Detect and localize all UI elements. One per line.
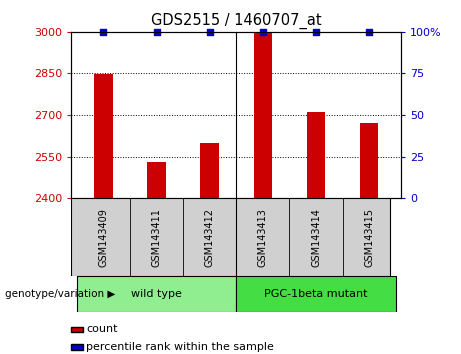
FancyBboxPatch shape: [71, 198, 390, 276]
Bar: [147, 162, 166, 198]
Text: wild type: wild type: [131, 289, 182, 299]
Point: [366, 29, 373, 35]
Text: count: count: [86, 324, 118, 334]
Text: genotype/variation ▶: genotype/variation ▶: [5, 289, 115, 299]
Text: GSM143412: GSM143412: [205, 208, 215, 267]
FancyBboxPatch shape: [77, 276, 236, 312]
Text: GSM143413: GSM143413: [258, 208, 268, 267]
Text: GSM143409: GSM143409: [98, 208, 108, 267]
Text: percentile rank within the sample: percentile rank within the sample: [86, 342, 274, 352]
Text: GSM143411: GSM143411: [152, 208, 161, 267]
Bar: [307, 112, 325, 198]
Point: [312, 29, 319, 35]
Text: GSM143415: GSM143415: [364, 208, 374, 267]
Bar: [201, 143, 219, 198]
Point: [206, 29, 213, 35]
Point: [153, 29, 160, 35]
Bar: [360, 124, 378, 198]
Title: GDS2515 / 1460707_at: GDS2515 / 1460707_at: [151, 13, 322, 29]
Text: GSM143414: GSM143414: [311, 208, 321, 267]
Bar: [94, 74, 112, 198]
Text: PGC-1beta mutant: PGC-1beta mutant: [264, 289, 368, 299]
Bar: [254, 33, 272, 198]
FancyBboxPatch shape: [236, 276, 396, 312]
Point: [259, 29, 266, 35]
Point: [100, 29, 107, 35]
